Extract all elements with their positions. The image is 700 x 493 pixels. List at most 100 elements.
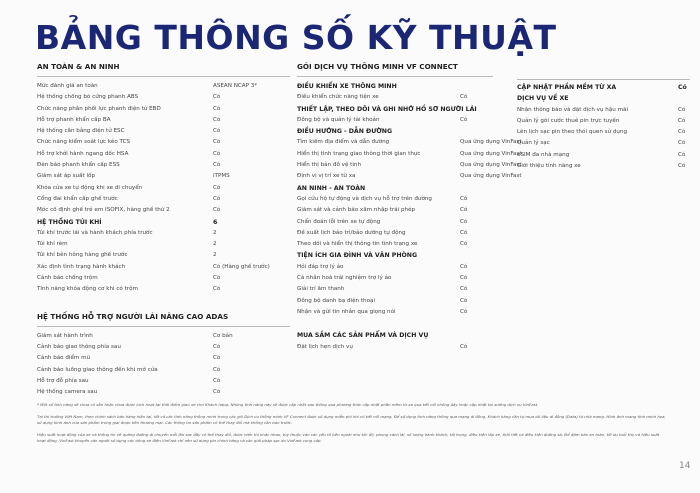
spec-row: Hiển thị tình trạng giao thông thời gian… (297, 149, 690, 160)
spec-value: Qua ứng dụng VinFast (460, 139, 522, 146)
spec-row: Hỗ trợ phanh khẩn cấp BA Có (37, 115, 290, 126)
spec-label: Đề xuất lịch bảo trì/bảo dưỡng tự động (297, 229, 406, 236)
spec-label: CẬP NHẬT PHẦN MỀM TỪ XA (517, 84, 617, 91)
spec-row: Khóa cửa xe tự động khi xe di chuyển Có (37, 183, 290, 194)
spacer (37, 296, 290, 312)
spec-label: Theo dõi và hiển thị thông tin tình trạn… (297, 241, 418, 248)
spec-label: eSIM đa nhà mạng (517, 151, 570, 158)
spec-row: Gọi cứu hộ tự động và dịch vụ hỗ trợ trê… (297, 194, 690, 205)
spec-value: Có (678, 84, 687, 91)
spec-value: Có (213, 105, 221, 112)
spec-value: Có (213, 162, 221, 169)
spec-value: Có (678, 151, 686, 158)
subsection-row: THIẾT LẬP, THEO DÕI VÀ GHI NHỚ HỒ SƠ NGƯ… (297, 104, 690, 115)
subsection-row: TIỆN ÍCH GIA ĐÌNH VÀ VĂN PHÒNG (297, 250, 690, 261)
spec-value: Có (Hàng ghế trước) (213, 263, 270, 270)
spec-label: Cá nhân hoá trải nghiệm trợ lý ảo (297, 275, 392, 282)
spec-row: Điều khiển chức năng tiện xe Có (297, 92, 690, 103)
spec-label: HỆ THỐNG TÚI KHÍ (37, 218, 102, 226)
spec-label: Hiển thị tình trạng giao thông thời gian… (297, 150, 421, 157)
subsection-row: AN NINH - AN TOÀN (297, 183, 690, 194)
spec-label: Chẩn đoán lỗi trên xe tự động (297, 218, 381, 225)
spec-row: Cảnh báo luồng giao thông đến khi mở cửa… (37, 365, 290, 376)
spec-row: Tìm kiếm địa điểm và dẫn đường Qua ứng dụ… (297, 137, 690, 148)
spec-label: Cảnh báo điểm mù (37, 355, 91, 362)
section-title: GÓI DỊCH VỤ THÔNG MINH VF CONNECT (297, 62, 493, 77)
spec-label: Nhận và gửi tin nhắn qua giọng nói (297, 308, 396, 315)
spec-value: Có (213, 150, 221, 157)
spec-label: Hỗ trợ đỗ phía sau (37, 377, 89, 384)
spacer (297, 318, 690, 330)
spec-label: Giới thiệu tính năng xe (517, 163, 581, 170)
spec-value: Có (460, 241, 468, 248)
spec-value: Có (460, 275, 468, 282)
spec-label: Túi khí trước lái và hành khách phía trư… (37, 229, 153, 236)
services-column: CẬP NHẬT PHẦN MỀM TỪ XA Có DỊCH VỤ VỀ XE Nh… (517, 79, 690, 172)
spec-row: Giám sát hành trình Cơ bản (37, 331, 290, 342)
spec-label: Hỗ trợ phanh khẩn cấp BA (37, 116, 111, 123)
subsection-row: DỊCH VỤ VỀ XE (517, 93, 690, 104)
spec-value: Có (460, 229, 468, 236)
spec-label: Hiển thị bản đồ vệ tinh (297, 162, 362, 169)
spec-label: Móc cố định ghế trẻ em ISOFIX, hàng ghế … (37, 207, 170, 214)
spec-value: Có (213, 128, 221, 135)
spec-label: Cảnh báo luồng giao thông đến khi mở cửa (37, 366, 158, 373)
spec-row: Đèn báo phanh khẩn cấp ESS Có (37, 160, 290, 171)
spec-value: Có (460, 263, 468, 270)
spec-label: Giám sát và cảnh báo xâm nhập trái phép (297, 207, 416, 214)
spec-value: Có (460, 343, 468, 350)
spec-value: Có (213, 286, 221, 293)
spec-row: Cá nhân hoá trải nghiệm trợ lý ảo Có (297, 273, 690, 284)
spec-row: Cổng đai khẩn cấp ghế trước Có (37, 194, 290, 205)
spec-label: Cổng đai khẩn cấp ghế trước (37, 195, 118, 202)
spec-label: MUA SẮM CÁC SẢN PHẨM VÀ DỊCH VỤ (297, 332, 429, 340)
subsection-row: ĐIỀU KHIỂN XE THÔNG MINH (297, 81, 690, 92)
spec-value: Có (460, 286, 468, 293)
spec-value: Có (213, 377, 221, 384)
spec-value: Có (213, 366, 221, 373)
subsection-row: MUA SẮM CÁC SẢN PHẨM VÀ DỊCH VỤ (297, 330, 690, 341)
spec-value: Có (678, 117, 686, 124)
spec-row: Hiển thị bản đồ vệ tinh Qua ứng dụng VinF… (297, 160, 690, 171)
spec-label: Hỏi đáp trợ lý ảo (297, 263, 344, 270)
spec-value: Có (460, 116, 468, 123)
spec-row: Định vị vị trí xe từ xa Qua ứng dụng VinF… (297, 171, 690, 182)
spec-value: Có (213, 139, 221, 146)
spec-label: ĐIỀU KHIỂN XE THÔNG MINH (297, 83, 397, 90)
spec-label: Đồng bộ danh bạ điện thoại (297, 297, 375, 304)
spec-row: Giám sát và cảnh báo xâm nhập trái phép C… (297, 205, 690, 216)
spec-row: Móc cố định ghế trẻ em ISOFIX, hàng ghế … (37, 205, 290, 216)
spec-row: Hệ thống chống bó cứng phanh ABS Có (37, 92, 290, 103)
spec-label: Chức năng kiểm soát lực kéo TCS (37, 139, 131, 146)
spec-row: Hỗ trợ đỗ phía sau Có (37, 376, 290, 387)
spec-label: Điều khiển chức năng tiện xe (297, 94, 379, 101)
spec-value: Có (460, 218, 468, 225)
spec-value: Có (213, 116, 221, 123)
spec-label: Tìm kiếm địa điểm và dẫn đường (297, 139, 390, 146)
spec-label: Hệ thống cân bằng điện tử ESC (37, 128, 125, 135)
section-title: AN TOÀN & AN NINH (37, 62, 290, 77)
spec-label: Chức năng phân phối lực phanh điện tử EB… (37, 105, 161, 112)
spec-label: Nhận thông báo và đặt dịch vụ hậu mãi (517, 106, 629, 113)
spec-value: Có (213, 94, 221, 101)
subsection-row: HỆ THỐNG TÚI KHÍ 6 (37, 217, 290, 228)
page-title: BẢNG THÔNG SỐ KỸ THUẬT (35, 18, 557, 57)
spec-row: Nhận thông báo và đặt dịch vụ hậu mãi Có (517, 105, 690, 116)
spec-value: Có (678, 163, 686, 170)
spec-value: Có (460, 195, 468, 202)
spec-value: 2 (213, 229, 217, 236)
spec-label: AN NINH - AN TOÀN (297, 184, 366, 192)
spec-row: Quản lý sạc Có (517, 138, 690, 149)
spec-value: Có (213, 389, 221, 396)
spec-row: Túi khí bên hông hàng ghế trước 2 (37, 250, 290, 261)
spec-label: Định vị vị trí xe từ xa (297, 173, 356, 180)
spec-label: Đồng bộ và quản lý tài khoản (297, 116, 380, 123)
spec-row: Cảnh báo giao thông phía sau Có (37, 342, 290, 353)
footnote: * Một số tính năng sẽ chưa có sẵn hoặc c… (37, 402, 539, 407)
spec-value: Có (678, 129, 686, 136)
spec-label: Giám sát hành trình (37, 332, 93, 339)
spec-row: Cảnh báo điểm mù Có (37, 353, 290, 364)
spec-label: Lên lịch sạc pin theo thói quen sử dụng (517, 129, 628, 136)
spec-row: Giám sát áp suất lốp iTPMS (37, 171, 290, 182)
spec-row: Quản lý gói cước thuê pin trực tuyến Có (517, 116, 690, 127)
